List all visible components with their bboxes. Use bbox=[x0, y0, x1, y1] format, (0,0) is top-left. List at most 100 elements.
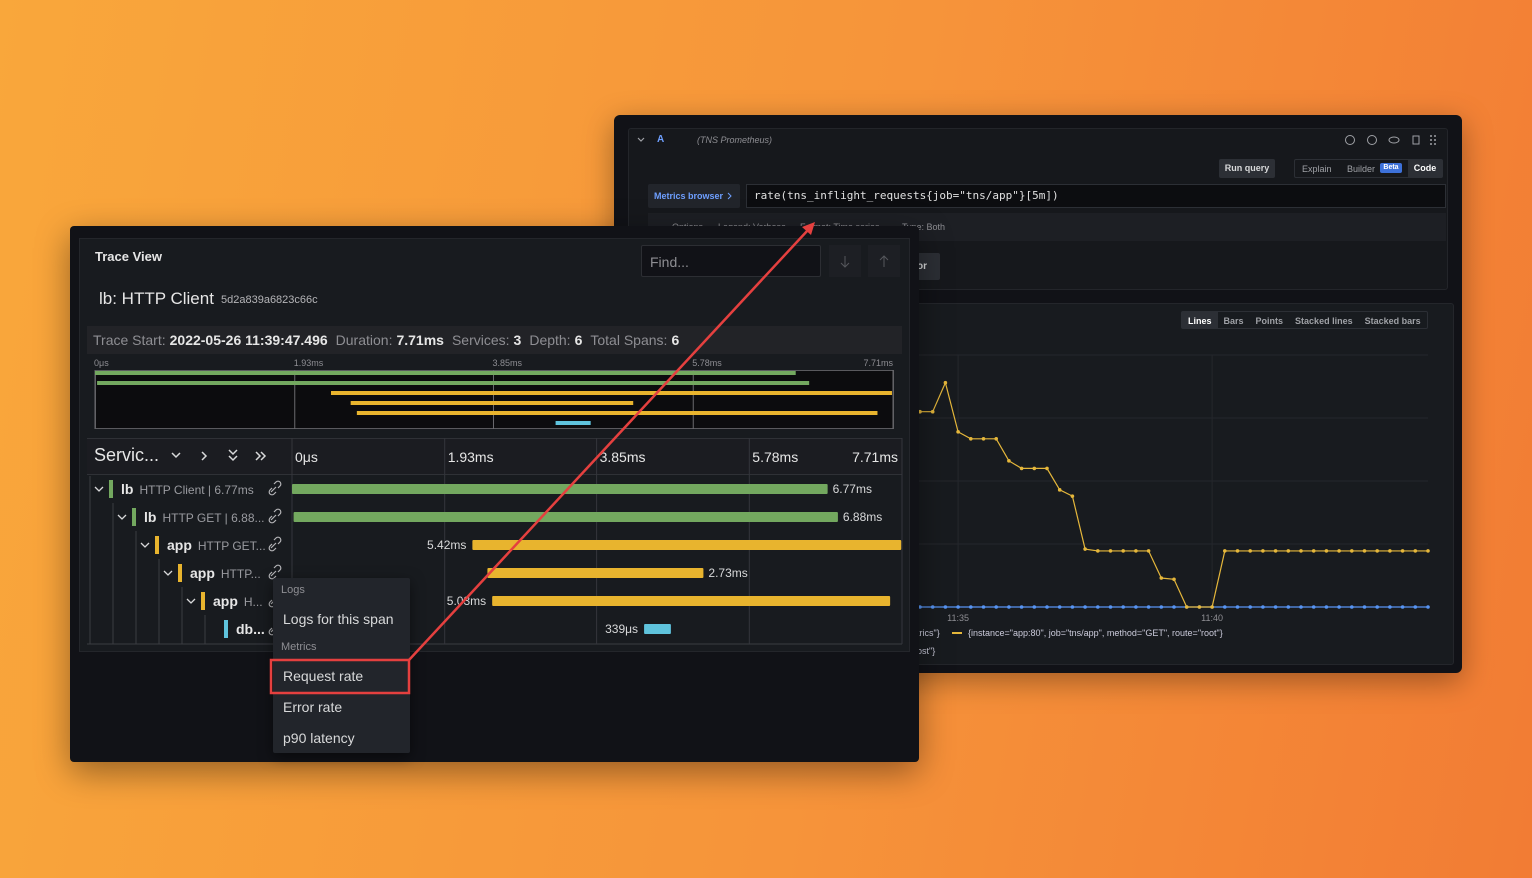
service-name: db... bbox=[236, 621, 265, 637]
data-point bbox=[1248, 549, 1252, 553]
mode-group bbox=[1294, 159, 1443, 178]
span-name[interactable]: app HTTP... bbox=[190, 563, 266, 584]
data-point bbox=[1019, 466, 1024, 471]
data-point bbox=[1286, 605, 1291, 609]
x-tick-label: 11:40 bbox=[1201, 613, 1223, 623]
data-point bbox=[1350, 605, 1354, 609]
data-point bbox=[1235, 549, 1240, 553]
data-point bbox=[969, 436, 973, 441]
beta-badge: Beta bbox=[1380, 163, 1402, 173]
trace-id: 5d2a839a6823c66c bbox=[221, 294, 318, 306]
data-point bbox=[969, 605, 973, 609]
span-bar bbox=[492, 596, 891, 606]
data-point bbox=[1108, 605, 1113, 609]
stat-label: Trace Start: bbox=[93, 332, 166, 348]
data-point bbox=[956, 605, 960, 609]
find-placeholder[interactable]: Find... bbox=[650, 254, 689, 270]
span-bar bbox=[644, 624, 671, 634]
span-bar bbox=[293, 512, 838, 522]
collapse-chevron bbox=[186, 598, 196, 604]
data-point bbox=[1426, 549, 1430, 553]
context-menu bbox=[273, 578, 410, 753]
metrics-browser-button[interactable] bbox=[648, 184, 740, 208]
operation-name: HTTP Client | 6.77ms bbox=[139, 483, 254, 497]
view-mode-button[interactable]: Stacked lines bbox=[1295, 316, 1353, 326]
menu-item[interactable]: Request rate bbox=[283, 668, 364, 684]
span-name[interactable]: lb HTTP GET | 6.88... bbox=[144, 507, 266, 528]
view-mode-button[interactable]: Stacked bars bbox=[1364, 316, 1421, 326]
span-duration-label: 6.88ms bbox=[843, 510, 882, 524]
data-point bbox=[981, 436, 986, 441]
menu-item[interactable]: p90 latency bbox=[283, 730, 355, 746]
legend-fragment: ost"} bbox=[917, 646, 936, 656]
data-point bbox=[981, 605, 986, 609]
view-mode-button[interactable]: Points bbox=[1255, 316, 1284, 326]
view-mode-button[interactable]: Lines bbox=[1182, 312, 1218, 328]
timeline-tick-label: 0μs bbox=[295, 449, 318, 465]
link-icon bbox=[268, 480, 282, 496]
run-query-button[interactable]: Run query bbox=[1219, 159, 1275, 178]
span-name[interactable]: lb HTTP Client | 6.77ms bbox=[121, 479, 266, 500]
data-point bbox=[1019, 605, 1024, 609]
data-point bbox=[1413, 605, 1418, 609]
collapse-chevron bbox=[140, 542, 150, 548]
minimap-tick-label: 0μs bbox=[94, 358, 109, 368]
mode-button[interactable]: Code bbox=[1408, 160, 1442, 177]
data-point bbox=[994, 436, 998, 441]
find-input[interactable] bbox=[641, 245, 821, 277]
minimap-tick-label: 7.71ms bbox=[863, 358, 893, 368]
data-point bbox=[1299, 605, 1303, 609]
stat-value: 3 bbox=[513, 332, 522, 348]
collapse-chevron bbox=[163, 570, 173, 576]
query-text[interactable]: rate(tns_inflight_requests{job="tns/app"… bbox=[754, 189, 1059, 202]
data-point bbox=[1045, 605, 1049, 609]
header-icons[interactable] bbox=[171, 449, 267, 462]
data-point bbox=[1261, 605, 1265, 609]
span-name[interactable]: app HTTP GET... bbox=[167, 535, 266, 556]
stat-value: 7.71ms bbox=[396, 332, 444, 348]
view-mode-button[interactable]: Bars bbox=[1223, 316, 1244, 326]
minimap-tick-label: 3.85ms bbox=[492, 358, 522, 368]
data-point bbox=[1032, 466, 1037, 471]
data-point bbox=[1388, 605, 1392, 609]
service-color bbox=[201, 592, 205, 610]
metrics-browser-label[interactable]: Metrics browser bbox=[654, 191, 724, 201]
data-point bbox=[943, 605, 948, 609]
data-point bbox=[1172, 577, 1176, 582]
menu-item[interactable]: Logs for this span bbox=[283, 611, 394, 627]
data-point bbox=[1223, 605, 1227, 609]
span-name[interactable]: app H... bbox=[213, 591, 266, 612]
x-tick-label: 11:35 bbox=[947, 613, 969, 623]
data-point bbox=[1426, 605, 1430, 609]
data-point bbox=[1400, 549, 1405, 553]
stat-value: 2022-05-26 11:39:47.496 bbox=[169, 332, 328, 348]
datasource: (TNS Prometheus) bbox=[697, 135, 773, 145]
stat-label: Services: bbox=[451, 332, 510, 348]
stats-row bbox=[87, 326, 902, 354]
data-point bbox=[1413, 549, 1418, 553]
service-name: lb bbox=[144, 509, 157, 525]
query-input[interactable] bbox=[746, 184, 1446, 208]
span-duration-label: 2.73ms bbox=[708, 566, 747, 580]
span-name[interactable]: db... bbox=[236, 619, 266, 640]
stat-label: Total Spans: bbox=[590, 332, 668, 348]
collapse-chevron bbox=[117, 514, 127, 520]
data-point bbox=[1057, 488, 1062, 492]
data-point bbox=[1070, 494, 1075, 498]
collapse-chevron bbox=[94, 486, 104, 492]
menu-item[interactable]: Error rate bbox=[283, 699, 343, 715]
legend-label: trics"} bbox=[917, 628, 940, 638]
data-point bbox=[1286, 549, 1291, 553]
data-point bbox=[1375, 605, 1379, 609]
data-point bbox=[1184, 605, 1189, 609]
service-name: lb bbox=[121, 481, 134, 497]
data-point bbox=[1350, 549, 1354, 553]
mode-button[interactable]: Builder bbox=[1347, 164, 1376, 174]
span-duration-label: 5.42ms bbox=[427, 538, 466, 552]
mode-button[interactable]: Explain bbox=[1302, 164, 1332, 174]
menu-heading: Metrics bbox=[281, 641, 317, 653]
span-duration-label: 339μs bbox=[605, 622, 638, 636]
